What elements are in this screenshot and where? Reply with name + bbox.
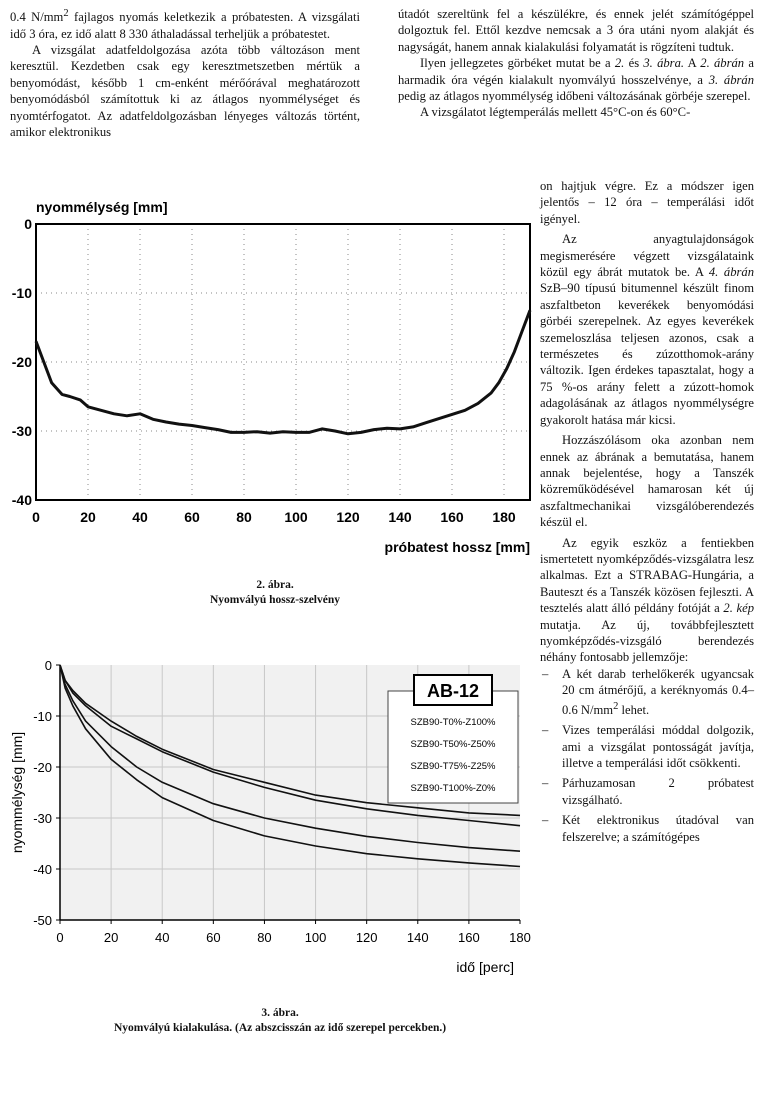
figure-2-caption: 2. ábra. Nyomvályú hossz-szelvény xyxy=(110,578,440,608)
left-column-text: 0.4 N/mm2 fajlagos nyomás keletkezik a p… xyxy=(10,6,360,140)
x-tick-label: 80 xyxy=(236,509,252,525)
right-column-text: útadót szereltünk fel a készülékre, és e… xyxy=(398,6,754,121)
figure-3-caption: 3. ábra. Nyomvályú kialakulása. (Az absz… xyxy=(40,1006,520,1036)
list-item: Vizes temperálási móddal dolgozik, ami a… xyxy=(540,722,754,771)
figure-2-chart: nyommélység [mm]0 20 40 60 80 100 120 140 160 180… xyxy=(12,199,532,555)
x-axis-label: próbatest hossz [mm] xyxy=(385,539,530,555)
x-tick-label: 20 xyxy=(104,930,118,945)
y-tick-label: -40 xyxy=(12,492,32,508)
x-tick-label: 40 xyxy=(155,930,169,945)
x-tick-label: 80 xyxy=(257,930,271,945)
y-axis-label: nyommélység [mm] xyxy=(9,732,25,853)
y-tick-label: -30 xyxy=(12,423,32,439)
list-item: Két elektronikus útadóval van felszerelv… xyxy=(540,812,754,845)
y-tick-label: -10 xyxy=(33,709,52,724)
paragraph: 0.4 N/mm2 fajlagos nyomás keletkezik a p… xyxy=(10,8,360,41)
legend-entry: SZB90-T0%-Z100% xyxy=(410,717,496,728)
y-tick-label: -20 xyxy=(12,354,32,370)
legend-entry: SZB90-T50%-Z50% xyxy=(410,739,496,750)
x-tick-label: 140 xyxy=(407,930,429,945)
paragraph: A vizsgálat adatfeldolgozása azóta több … xyxy=(10,43,360,140)
x-tick-label: 160 xyxy=(440,509,464,525)
series-line xyxy=(59,664,521,827)
x-tick-label: 120 xyxy=(336,509,360,525)
legend-title-box xyxy=(413,674,493,706)
paragraph: útadót szereltünk fel a készülékre, és e… xyxy=(398,7,754,54)
x-tick-label: 100 xyxy=(284,509,308,525)
y-axis-label: nyommélység [mm] xyxy=(36,199,167,215)
x-tick-label: 60 xyxy=(206,930,220,945)
legend-entry: SZB90-T100%-Z0% xyxy=(410,783,496,794)
figure-number: 2. ábra. xyxy=(256,579,294,591)
y-tick-label: -40 xyxy=(33,862,52,877)
paragraph: Az egyik eszköz a fentiekben ismertetett… xyxy=(540,535,754,665)
y-tick-label: -50 xyxy=(33,913,52,928)
series-line xyxy=(59,664,521,817)
plot-frame xyxy=(35,223,531,501)
x-tick-label: 0 xyxy=(32,509,40,525)
series-line xyxy=(59,664,521,852)
list-item: A két darab terhelőkerék ugyancsak 20 cm… xyxy=(540,666,754,718)
list-item: Párhuzamosan 2 próbatest vizsgálható. xyxy=(540,775,754,808)
x-tick-label: 60 xyxy=(184,509,200,525)
x-tick-label: 120 xyxy=(356,930,378,945)
x-axis-label: idő [perc] xyxy=(456,959,514,975)
figure-title: Nyomvályú hossz-szelvény xyxy=(209,594,340,606)
paragraph: Az anyagtulajdonságok megismerésére végz… xyxy=(540,232,754,427)
y-tick-label: -20 xyxy=(33,760,52,775)
y-tick-label: 0 xyxy=(45,658,52,673)
feature-list: A két darab terhelőkerék ugyancsak 20 cm… xyxy=(540,666,754,845)
y-tick-label: -10 xyxy=(12,285,32,301)
y-tick-label: -30 xyxy=(33,811,52,826)
x-tick-label: 100 xyxy=(305,930,327,945)
legend-title: AB-12 xyxy=(427,681,479,701)
series-line xyxy=(59,664,521,868)
paragraph: on hajtjuk végre. Ez a módszer igen jele… xyxy=(540,179,754,226)
figure-3-chart: 0 20 40 60 80 100 120 140 160 180 0 -10 -20 -30 -40 -50… xyxy=(9,658,531,975)
paragraph: Hozzászólásom oka azonban nem ennek az á… xyxy=(540,433,754,530)
x-tick-label: 180 xyxy=(492,509,516,525)
right-narrow-column-text: on hajtjuk végre. Ez a módszer igen jele… xyxy=(540,178,754,845)
figure-title: Nyomvályú kialakulása. (Az abszcisszán a… xyxy=(113,1022,447,1034)
legend-entry: SZB90-T75%-Z25% xyxy=(410,761,496,772)
figure-number: 3. ábra. xyxy=(261,1007,299,1019)
series-line xyxy=(34,309,532,436)
x-tick-label: 40 xyxy=(132,509,148,525)
x-tick-label: 20 xyxy=(80,509,96,525)
x-tick-label: 140 xyxy=(388,509,412,525)
x-tick-label: 180 xyxy=(509,930,531,945)
y-tick-label: 0 xyxy=(24,216,32,232)
paragraph: A vizsgálatot légtemperálás mellett 45°C… xyxy=(420,105,691,120)
x-tick-label: 160 xyxy=(458,930,480,945)
paragraph: Ilyen jellegzetes görbéket mutat be a 2.… xyxy=(398,56,754,104)
x-tick-label: 0 xyxy=(56,930,63,945)
